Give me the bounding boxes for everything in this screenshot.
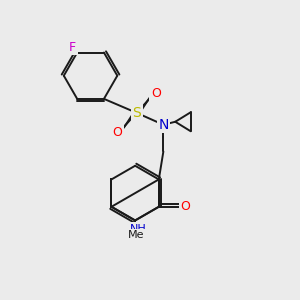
Text: O: O	[112, 126, 122, 139]
Text: O: O	[151, 87, 161, 100]
Text: F: F	[69, 41, 76, 54]
Text: O: O	[181, 200, 190, 213]
Text: NH: NH	[130, 224, 146, 234]
Text: N: N	[158, 118, 169, 132]
Text: S: S	[132, 106, 141, 120]
Text: Me: Me	[128, 230, 145, 240]
